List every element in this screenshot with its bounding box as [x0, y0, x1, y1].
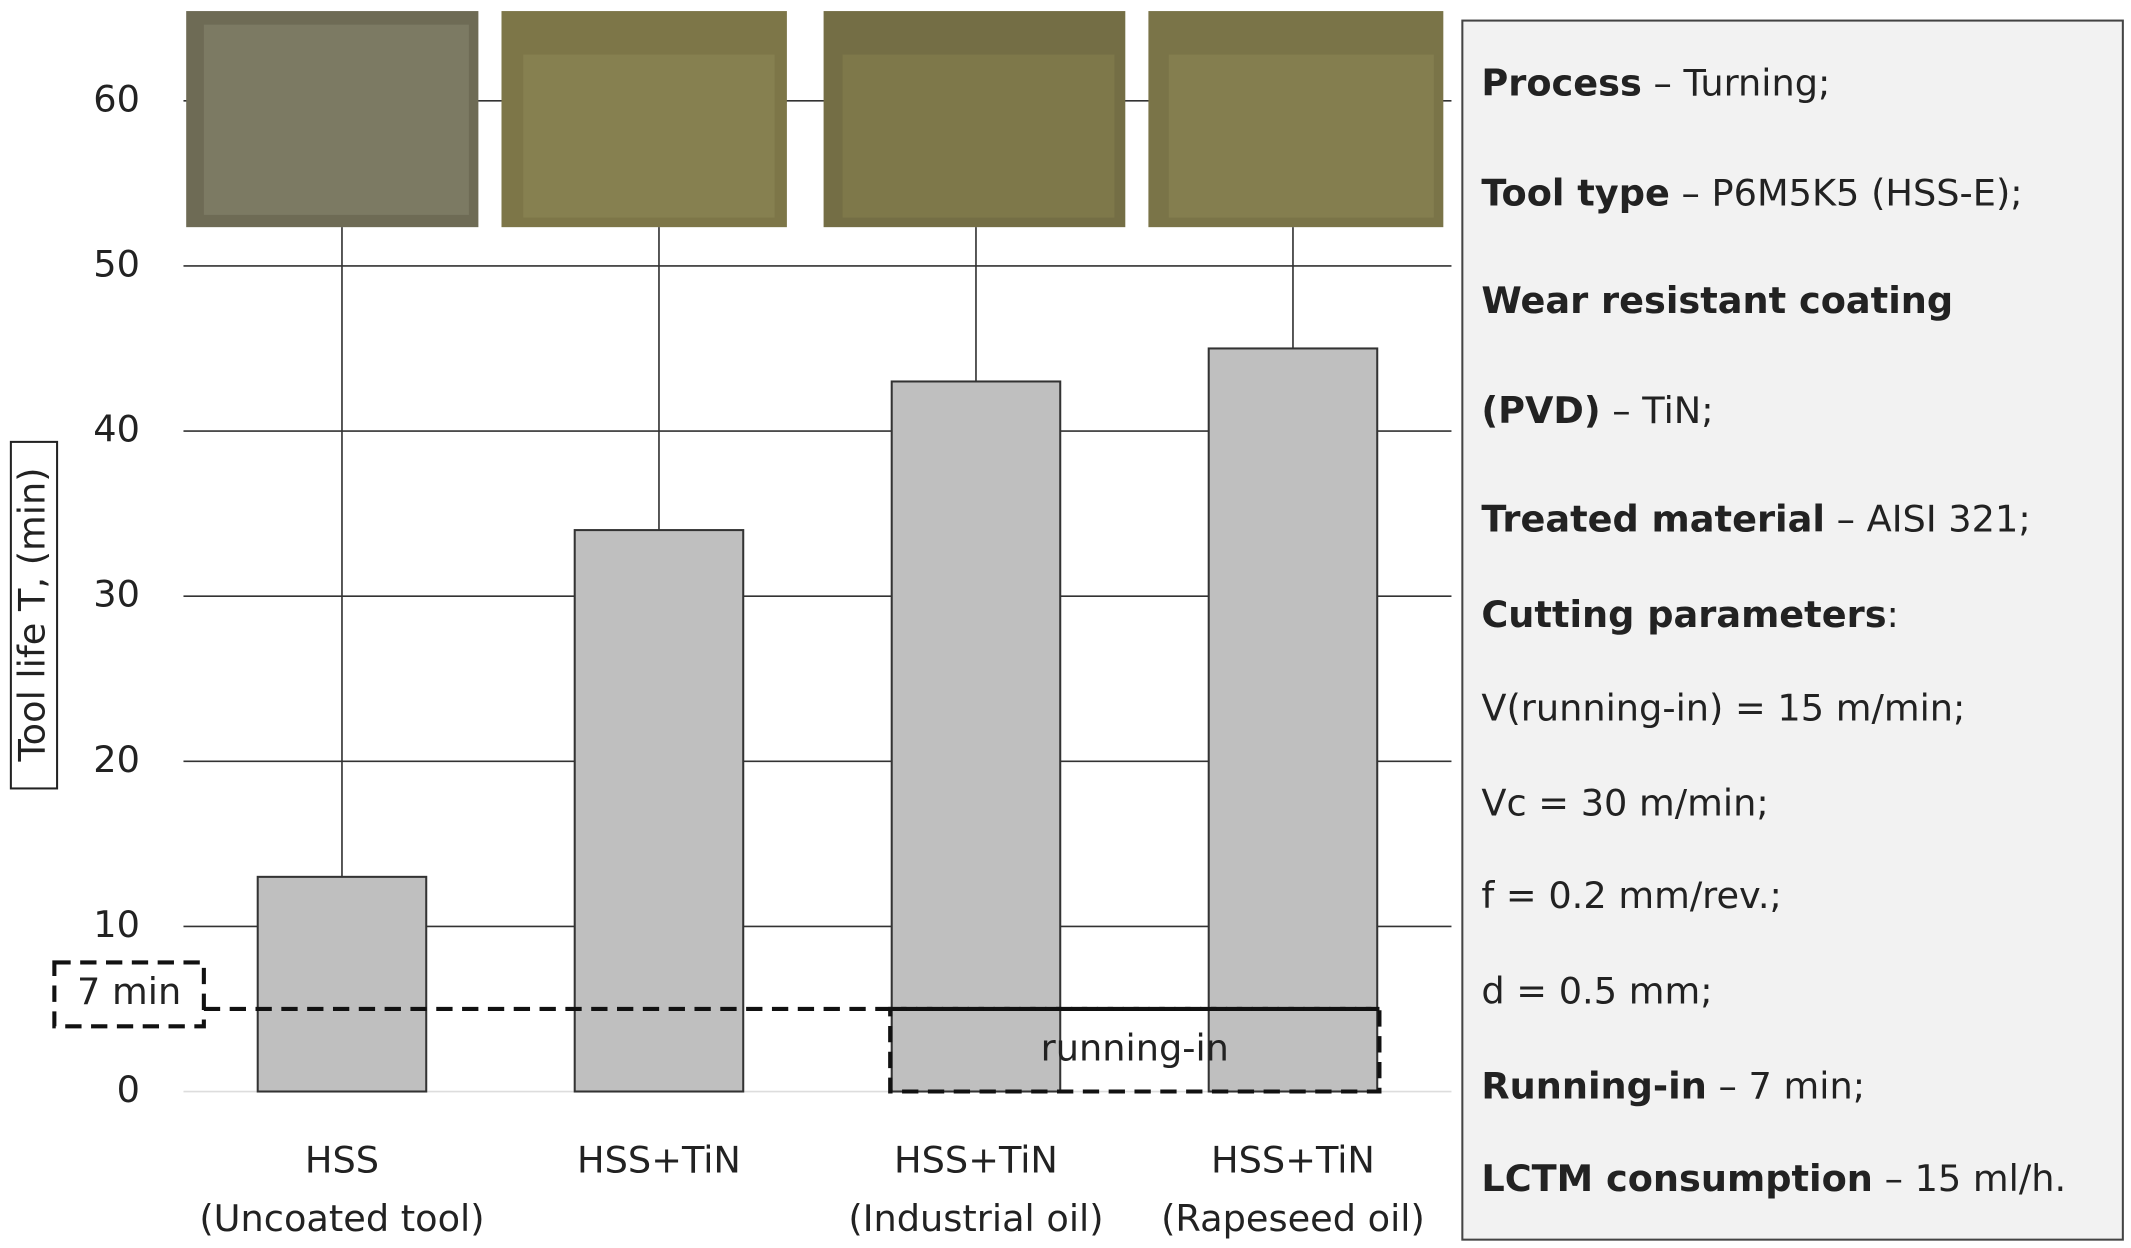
note-text: – Turning;	[1642, 61, 1831, 104]
x-tick-label: HSS+TiN	[577, 1139, 741, 1182]
note-line: Running-in – 7 min;	[1481, 1064, 1865, 1107]
y-tick-label: 40	[93, 408, 140, 451]
x-tick-sublabel: (Uncoated tool)	[199, 1197, 484, 1240]
tool-photos	[186, 11, 1444, 228]
running-in-label: running-in	[1041, 1027, 1229, 1070]
note-bold: LCTM consumption	[1481, 1156, 1873, 1199]
x-tick-label: HSS	[305, 1139, 379, 1182]
note-text: – AISI 321;	[1825, 497, 2031, 540]
note-text: f = 0.2 mm/rev.;	[1481, 874, 1782, 917]
note-bold: (PVD)	[1481, 388, 1600, 431]
note-text: – 15 ml/h.	[1873, 1156, 2066, 1199]
time-box	[52, 960, 206, 1029]
note-line: Wear resistant coating	[1481, 278, 1953, 321]
note-text: – 7 min;	[1707, 1064, 1865, 1107]
note-bold: Running-in	[1481, 1064, 1706, 1107]
time-label: 7 min	[77, 970, 181, 1013]
note-line: Tool type – P6M5K5 (HSS-E);	[1481, 171, 2022, 214]
note-bold: Cutting parameters	[1481, 592, 1886, 635]
bar	[1207, 347, 1379, 1093]
y-axis-label: Tool life T, (min)	[10, 467, 53, 762]
x-tick-label: HSS+TiN	[894, 1139, 1058, 1182]
note-bold: Wear resistant coating	[1481, 278, 1953, 321]
note-line: (PVD) – TiN;	[1481, 388, 1713, 431]
note-line: d = 0.5 mm;	[1481, 969, 1712, 1012]
note-line: Process – Turning;	[1481, 61, 1830, 104]
y-tick-label: 10	[93, 903, 140, 946]
bar	[890, 380, 1062, 1093]
info-box	[1461, 19, 2124, 1241]
note-line: V(running-in) = 15 m/min;	[1481, 686, 1965, 729]
y-label-box	[9, 440, 59, 790]
note-line: Treated material – AISI 321;	[1481, 497, 2030, 540]
x-tick-sublabel: (Rapeseed oil)	[1161, 1197, 1425, 1240]
note-line: Vc = 30 m/min;	[1481, 781, 1768, 824]
note-bold: Process	[1481, 61, 1642, 104]
note-text: V(running-in) = 15 m/min;	[1481, 686, 1965, 729]
y-tick-label: 20	[93, 738, 140, 781]
note-text: – TiN;	[1601, 388, 1714, 431]
y-tick-label: 60	[93, 77, 140, 120]
tool-photo-face	[1168, 54, 1434, 218]
x-tick-label: HSS+TiN	[1211, 1139, 1375, 1182]
running-in-box	[888, 1006, 1382, 1094]
tool-photo-face	[523, 54, 775, 218]
tool-photo-face	[203, 24, 469, 215]
note-bold: Treated material	[1481, 497, 1825, 540]
note-text: – P6M5K5 (HSS-E);	[1670, 171, 2023, 214]
note-text: d = 0.5 mm;	[1481, 969, 1712, 1012]
x-tick-sublabel: (Industrial oil)	[848, 1197, 1103, 1240]
bar	[256, 875, 428, 1093]
y-tick-label: 0	[117, 1068, 140, 1111]
note-line: LCTM consumption – 15 ml/h.	[1481, 1156, 2066, 1199]
y-tick-label: 30	[93, 573, 140, 616]
note-bold: Tool type	[1481, 171, 1670, 214]
tool-photo-face	[842, 54, 1115, 218]
y-tick-label: 50	[93, 242, 140, 285]
note-text: Vc = 30 m/min;	[1481, 781, 1768, 824]
note-line: Cutting parameters:	[1481, 592, 1899, 635]
bar	[573, 529, 745, 1093]
note-line: f = 0.2 mm/rev.;	[1481, 874, 1782, 917]
note-text: :	[1887, 592, 1899, 635]
